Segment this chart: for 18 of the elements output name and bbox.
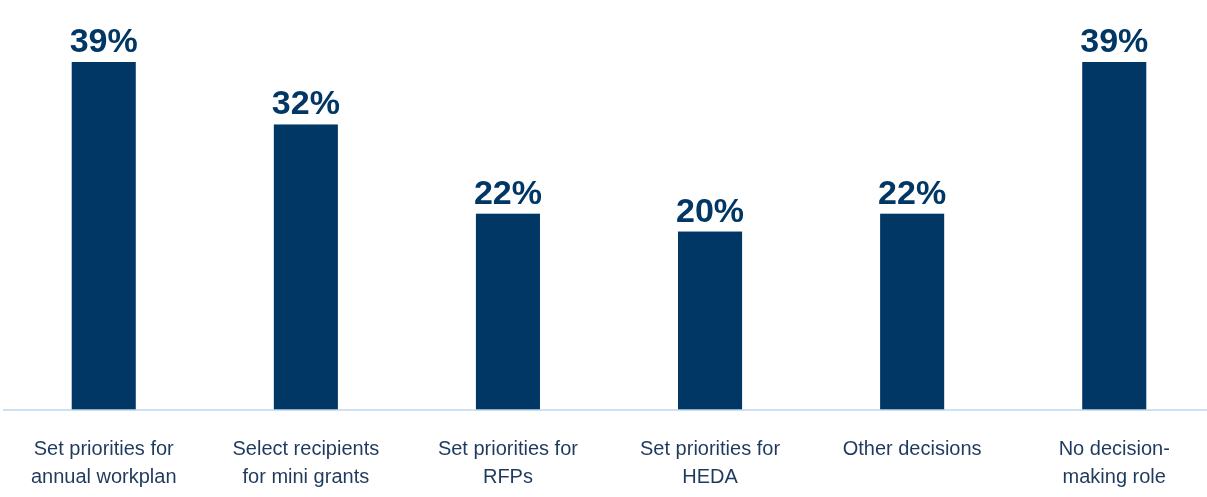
- data-label: 22%: [878, 172, 947, 211]
- bar: [475, 213, 540, 410]
- x-tick-label: Set priorities for RFPs: [437, 437, 579, 487]
- bar: [678, 231, 743, 410]
- data-label: 32%: [271, 83, 340, 122]
- data-label: 20%: [676, 190, 745, 229]
- x-tick-label: No decision-making role: [1058, 437, 1170, 487]
- x-tick-label: Select recipients for mini grants: [232, 437, 380, 487]
- data-label: 39%: [69, 21, 138, 59]
- bar: [71, 62, 136, 410]
- bar: [880, 213, 945, 410]
- x-tick-label: Other decisions: [842, 437, 982, 459]
- data-label: 39%: [1080, 21, 1149, 59]
- x-tick-label: Set priorities for annual workplan: [30, 437, 177, 487]
- data-label: 22%: [473, 172, 542, 211]
- bar: [1082, 62, 1147, 410]
- x-tick-label: Set priorities for HEDA: [640, 437, 781, 487]
- bar: [273, 124, 338, 410]
